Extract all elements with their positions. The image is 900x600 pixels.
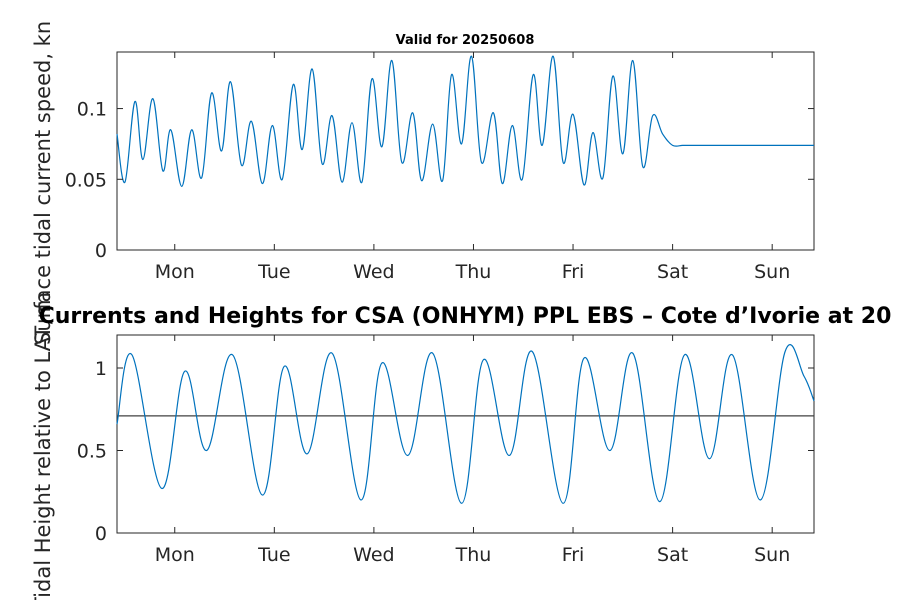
- tidal-height-series-line: [116, 344, 815, 504]
- current-speed-x-tick-label: Sun: [754, 261, 790, 283]
- tidal-height-x-tick-label: Tue: [257, 544, 290, 566]
- current-speed-ylabel: Surface tidal current speed, kn: [31, 21, 55, 345]
- figure-main-title: Currents and Heights for CSA (ONHYM) PPL…: [39, 304, 892, 329]
- current-speed-chart-title: Valid for 20250608: [396, 33, 535, 48]
- tidal-height-y-tick-label: 1: [95, 358, 107, 380]
- current-speed-y-tick-label: 0.05: [65, 169, 107, 191]
- current-speed-x-tick-label: Sat: [657, 261, 688, 283]
- current-speed-x-tick-label: Thu: [455, 261, 492, 283]
- current-speed-y-tick-label: 0.1: [77, 99, 107, 121]
- tidal-height-plot-area: [116, 334, 815, 534]
- tidal-height-y-tick-label: 0: [95, 523, 107, 545]
- tidal-height-y-tick-label: 0.5: [77, 441, 107, 463]
- current-speed-x-tick-label: Mon: [155, 261, 195, 283]
- current-speed-series-line: [116, 55, 814, 187]
- current-speed-x-tick-label: Tue: [257, 261, 290, 283]
- tidal-height-ylabel: Tidal Height relative to LAT, m: [31, 292, 55, 600]
- current-speed-chart: Valid for 20250608 Mon Tue Wed Thu Fri Sat Sun…: [65, 33, 815, 283]
- tidal-height-chart: Mon Tue Wed Thu Fri Sat Sun 0 0.5 1: [77, 334, 815, 566]
- tidal-height-series: [116, 344, 815, 504]
- tidal-height-x-tick-label: Sun: [754, 544, 790, 566]
- current-speed-x-tick-label: Fri: [562, 261, 585, 283]
- tidal-height-x-tick-label: Fri: [562, 544, 585, 566]
- tidal-height-ticks: Mon Tue Wed Thu Fri Sat Sun 0 0.5 1: [77, 335, 814, 566]
- current-speed-series: [116, 55, 814, 187]
- tidal-height-x-tick-label: Wed: [353, 544, 394, 566]
- current-speed-x-tick-label: Wed: [353, 261, 394, 283]
- tidal-height-x-tick-label: Sat: [657, 544, 688, 566]
- current-speed-plot-area: [116, 51, 815, 251]
- tidal-height-x-tick-label: Mon: [155, 544, 195, 566]
- current-speed-y-tick-label: 0: [95, 240, 107, 262]
- current-speed-ticks: Mon Tue Wed Thu Fri Sat Sun 0 0.05 0.1: [65, 52, 814, 283]
- tidal-height-x-tick-label: Thu: [455, 544, 492, 566]
